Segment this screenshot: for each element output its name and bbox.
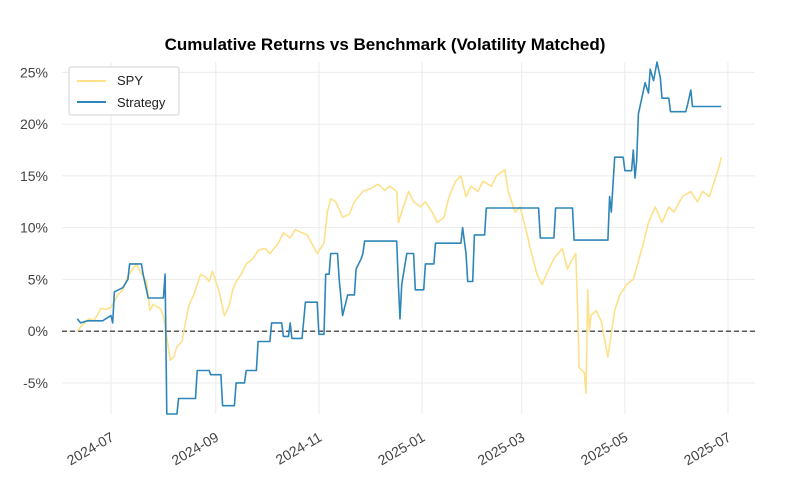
y-tick-label: 10% [20,220,48,236]
y-tick-label: 20% [20,116,48,132]
y-tick-label: -5% [23,375,48,391]
y-tick-label: 5% [28,271,48,287]
series-group [76,61,722,415]
series-line-strategy [76,61,722,415]
legend: SPY Strategy [68,66,180,116]
y-tick-label: 15% [20,168,48,184]
y-axis: -5% 0% 5% 10% 15% 20% 25% [20,64,48,391]
series-line-spy [76,157,722,395]
y-tick-label: 25% [20,64,48,80]
y-tick-label: 0% [28,323,48,339]
chart-title: Cumulative Returns vs Benchmark (Volatil… [165,35,606,54]
legend-label-spy: SPY [117,73,143,88]
legend-label-strategy: Strategy [117,95,166,110]
